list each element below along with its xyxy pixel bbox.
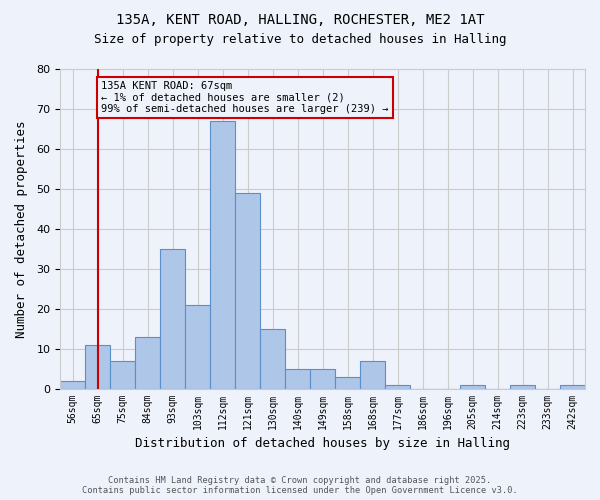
X-axis label: Distribution of detached houses by size in Halling: Distribution of detached houses by size … [135,437,510,450]
Text: Size of property relative to detached houses in Halling: Size of property relative to detached ho… [94,32,506,46]
Bar [85,344,110,389]
Bar [260,328,285,388]
Bar [60,380,85,388]
Text: 135A, KENT ROAD, HALLING, ROCHESTER, ME2 1AT: 135A, KENT ROAD, HALLING, ROCHESTER, ME2… [116,12,484,26]
Bar [210,121,235,388]
Bar [160,248,185,388]
Bar [360,360,385,388]
Bar [560,384,585,388]
Bar [285,368,310,388]
Y-axis label: Number of detached properties: Number of detached properties [15,120,28,338]
Bar [385,384,410,388]
Bar [335,376,360,388]
Bar [235,193,260,388]
Bar [110,360,135,388]
Bar [460,384,485,388]
Bar [510,384,535,388]
Text: 135A KENT ROAD: 67sqm
← 1% of detached houses are smaller (2)
99% of semi-detach: 135A KENT ROAD: 67sqm ← 1% of detached h… [101,81,389,114]
Bar [310,368,335,388]
Bar [135,336,160,388]
Text: Contains HM Land Registry data © Crown copyright and database right 2025.
Contai: Contains HM Land Registry data © Crown c… [82,476,518,495]
Bar [185,304,210,388]
